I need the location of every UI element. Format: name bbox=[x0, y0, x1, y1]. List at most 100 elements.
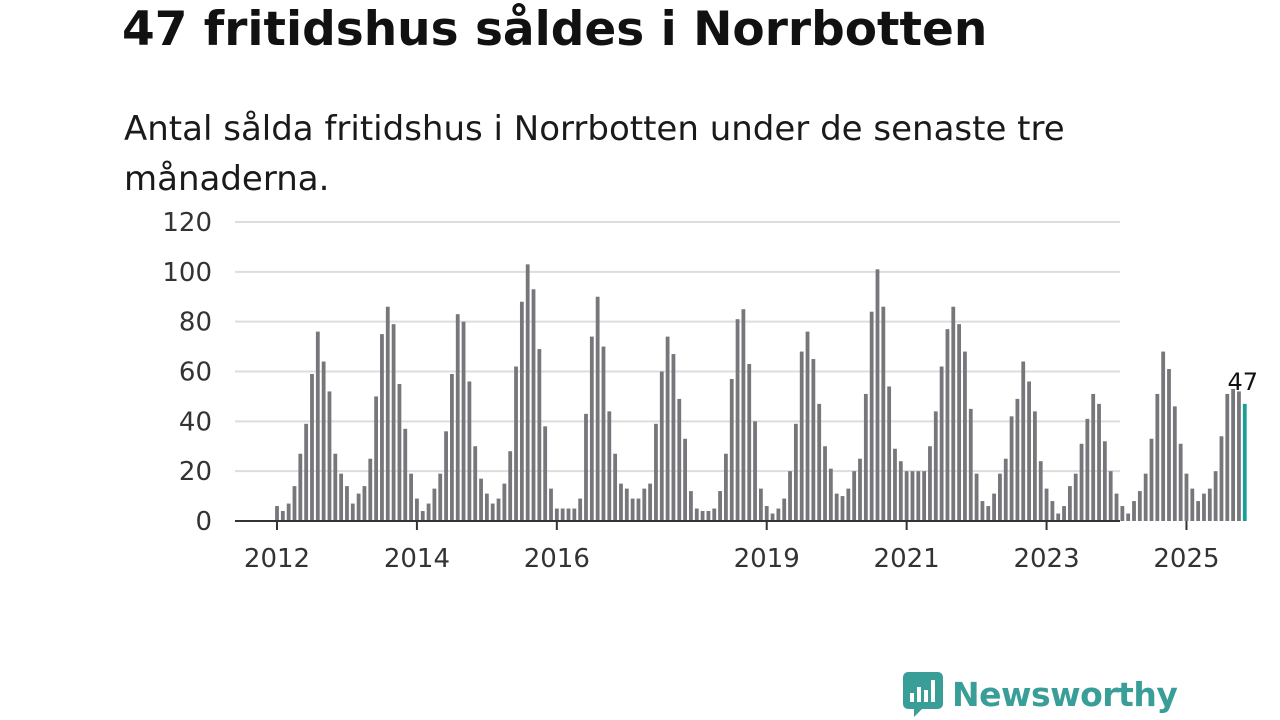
bar bbox=[1056, 513, 1061, 521]
bar bbox=[986, 506, 991, 521]
bar bbox=[677, 398, 682, 521]
bar bbox=[1050, 501, 1055, 521]
bar bbox=[403, 428, 408, 521]
bar bbox=[1155, 393, 1160, 521]
bar bbox=[1207, 488, 1212, 521]
bar bbox=[554, 508, 559, 521]
bar bbox=[904, 471, 909, 521]
bar bbox=[601, 346, 606, 521]
bar bbox=[863, 393, 868, 521]
bar bbox=[467, 381, 472, 521]
bar bbox=[374, 396, 379, 521]
bar bbox=[1178, 443, 1183, 521]
bar bbox=[998, 473, 1002, 521]
bar bbox=[642, 488, 647, 521]
bar bbox=[648, 483, 653, 522]
bar bbox=[502, 483, 507, 522]
bar bbox=[525, 264, 530, 521]
bar bbox=[968, 408, 973, 522]
bar bbox=[409, 473, 413, 521]
bar bbox=[776, 508, 781, 521]
bar bbox=[438, 473, 443, 521]
bar bbox=[665, 336, 670, 521]
bar bbox=[1067, 486, 1072, 521]
bar bbox=[584, 413, 588, 521]
bars bbox=[275, 264, 1247, 522]
bar bbox=[1219, 436, 1224, 521]
bar bbox=[531, 289, 536, 521]
bar bbox=[514, 366, 518, 521]
y-tick-label: 100 bbox=[162, 258, 212, 288]
bar bbox=[828, 468, 833, 521]
bar bbox=[1108, 471, 1113, 521]
bar bbox=[426, 503, 431, 521]
x-tick-label: 2019 bbox=[734, 544, 800, 574]
bar bbox=[875, 269, 880, 521]
bar bbox=[1085, 418, 1090, 521]
bar bbox=[1009, 416, 1014, 521]
bar bbox=[508, 451, 513, 521]
bar bbox=[1044, 488, 1049, 521]
bar bbox=[1102, 441, 1107, 521]
bar bbox=[362, 486, 367, 521]
bar bbox=[974, 473, 979, 521]
bar bbox=[1149, 438, 1154, 521]
newsworthy-chart-bubble-icon bbox=[903, 672, 943, 717]
bar bbox=[1079, 443, 1084, 521]
bar bbox=[560, 508, 565, 521]
bar bbox=[753, 421, 757, 521]
bar bbox=[380, 334, 384, 522]
y-tick-label: 60 bbox=[179, 358, 212, 388]
bar bbox=[619, 483, 623, 522]
bar bbox=[345, 486, 349, 521]
bar bbox=[315, 331, 320, 521]
bar bbox=[910, 471, 915, 521]
bar bbox=[1196, 501, 1201, 521]
bar bbox=[1137, 491, 1142, 521]
y-tick-label: 40 bbox=[179, 407, 212, 437]
bar bbox=[980, 501, 985, 521]
highlight-value-label: 47 bbox=[1228, 368, 1259, 396]
bar bbox=[1091, 393, 1096, 521]
bar bbox=[1143, 473, 1148, 521]
bar bbox=[898, 461, 903, 521]
bar bbox=[1190, 488, 1195, 521]
bar bbox=[1021, 361, 1026, 521]
bar bbox=[1126, 513, 1131, 521]
bar bbox=[887, 386, 892, 521]
y-tick-label: 120 bbox=[162, 208, 212, 238]
bar bbox=[694, 508, 699, 521]
bar bbox=[945, 329, 950, 521]
bar bbox=[770, 513, 775, 521]
bar bbox=[933, 411, 938, 521]
bar bbox=[729, 378, 734, 521]
bar bbox=[869, 311, 874, 521]
bar bbox=[415, 498, 419, 521]
x-tick-label: 2012 bbox=[244, 544, 310, 574]
bar bbox=[741, 309, 746, 521]
bar bbox=[992, 493, 996, 521]
bar bbox=[799, 351, 804, 521]
bar bbox=[549, 488, 553, 521]
bar bbox=[321, 361, 326, 521]
bar bbox=[479, 478, 483, 521]
bar bbox=[496, 498, 501, 521]
bar bbox=[304, 423, 309, 521]
bar bbox=[385, 306, 390, 521]
bar bbox=[1167, 369, 1171, 521]
bar bbox=[543, 426, 548, 521]
bar bbox=[339, 473, 344, 521]
x-tick-label: 2016 bbox=[524, 544, 590, 574]
bar bbox=[963, 351, 967, 521]
bar bbox=[712, 508, 717, 521]
x-axis: 2012 2014 2016 2019 2021 2023 2025 bbox=[235, 520, 1220, 574]
x-tick-label: 2014 bbox=[384, 544, 450, 574]
bar bbox=[840, 496, 845, 521]
bar bbox=[630, 498, 635, 521]
bar bbox=[817, 403, 822, 521]
bar bbox=[1097, 403, 1101, 521]
bar bbox=[1003, 458, 1008, 521]
bar bbox=[1184, 473, 1189, 521]
x-tick-label: 2023 bbox=[1013, 544, 1079, 574]
bar bbox=[788, 471, 792, 521]
